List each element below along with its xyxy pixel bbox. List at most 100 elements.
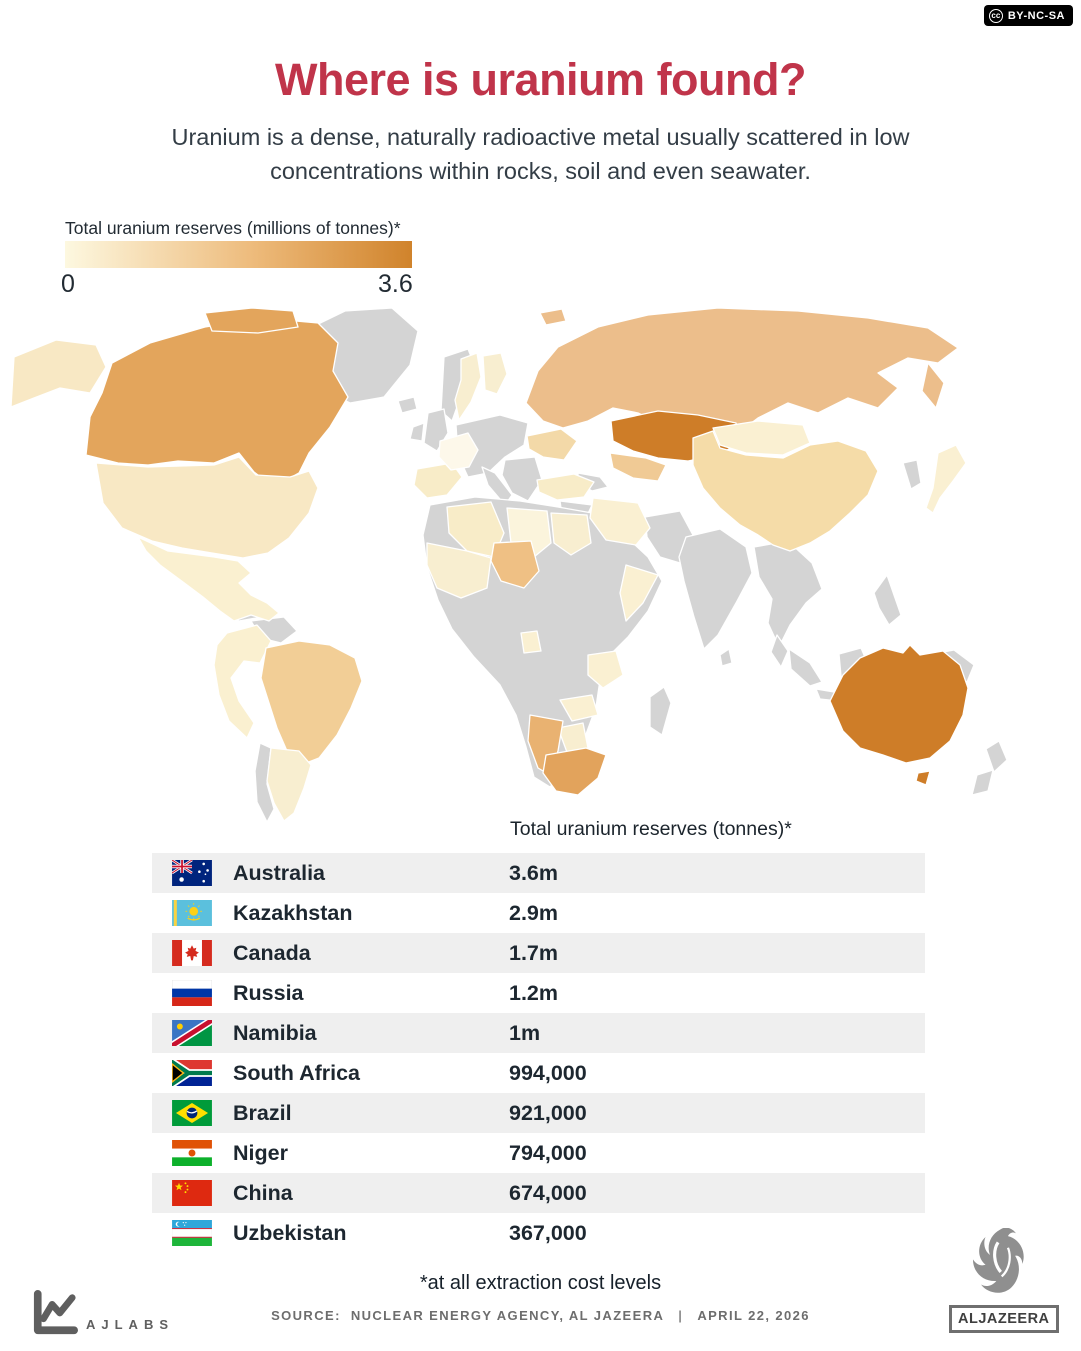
map-region-new-zealand-south: [971, 769, 994, 796]
source-date: APRIL 22, 2026: [697, 1308, 810, 1323]
map-country-tanzania: [587, 650, 624, 689]
map-country-canada-arctic: [204, 307, 299, 334]
map-country-argentina: [266, 747, 312, 822]
cc-license-badge: cc BY-NC-SA: [983, 5, 1073, 26]
reserves-value: 1m: [509, 1020, 541, 1045]
canada-flag-icon: [172, 940, 212, 966]
table-row-kazakhstan: Kazakhstan 2.9m: [152, 893, 925, 933]
table-row-brazil: Brazil 921,000: [152, 1093, 925, 1133]
country-label: Russia: [233, 980, 304, 1005]
map-country-svalbard: [539, 308, 567, 326]
map-region-sri-lanka: [719, 648, 733, 667]
map-region-philippines: [873, 574, 902, 626]
page-title: Where is uranium found?: [274, 54, 807, 105]
map-country-mexico: [137, 536, 280, 622]
country-label: Canada: [233, 940, 311, 965]
ajlabs-chart-icon: [33, 1290, 78, 1335]
table-row-uzbekistan: Uzbekistan 367,000: [152, 1213, 925, 1253]
map-country-uzbekistan: [609, 452, 667, 482]
map-country-ukraine: [526, 428, 578, 461]
map-country-russia-kamchatka: [921, 362, 945, 409]
map-country-sweden: [454, 352, 482, 421]
map-region-balkans: [501, 456, 543, 502]
reserves-value: 3.6m: [509, 860, 559, 885]
brazil-flag-icon: [172, 1100, 212, 1126]
source-line: SOURCE: NUCLEAR ENERGY AGENCY, AL JAZEERA…: [0, 1308, 1081, 1323]
source-value: NUCLEAR ENERGY AGENCY, AL JAZEERA: [350, 1308, 665, 1323]
map-region-madagascar: [649, 686, 672, 736]
map-region-korea: [902, 459, 922, 490]
legend-label: Total uranium reserves (millions of tonn…: [65, 218, 401, 238]
table-row-niger: Niger 794,000: [152, 1133, 925, 1173]
map-region-iceland: [397, 396, 418, 414]
map-country-andes: [213, 624, 272, 739]
country-label: South Africa: [233, 1060, 361, 1085]
map-region-se-asia: [753, 540, 823, 648]
reserves-value: 794,000: [509, 1140, 587, 1165]
table-header: Total uranium reserves (tonnes)*: [510, 818, 792, 840]
map-country-iran: [589, 497, 651, 546]
map-country-brazil: [260, 640, 363, 766]
map-country-japan: [925, 444, 967, 514]
table-row-china: China 674,000: [152, 1173, 925, 1213]
map-country-gabon: [520, 630, 542, 654]
country-label: Uzbekistan: [233, 1220, 347, 1245]
map-country-egypt: [550, 512, 592, 556]
aljazeera-logo: ALJAZEERA: [949, 1227, 1059, 1333]
legend-max-value: 3.6: [378, 270, 413, 298]
map-region-new-zealand-north: [985, 740, 1008, 773]
map-country-france: [438, 432, 479, 471]
table-row-south-africa: South Africa 994,000: [152, 1053, 925, 1093]
map-country-somalia: [619, 564, 659, 622]
map-country-turkey: [536, 473, 595, 501]
ajlabs-label: AJLABS: [86, 1317, 175, 1332]
aljazeera-wordmark: ALJAZEERA: [949, 1305, 1059, 1333]
australia-flag-icon: [172, 860, 212, 886]
map-country-zambia: [559, 694, 599, 722]
map-country-botswana: [557, 722, 589, 756]
niger-flag-icon: [172, 1140, 212, 1166]
reserves-table: Australia 3.6m Kazakhstan 2.9m Canada 1.…: [152, 853, 925, 1253]
map-country-niger: [490, 540, 540, 589]
country-label: Namibia: [233, 1020, 317, 1045]
south-africa-flag-icon: [172, 1060, 212, 1086]
namibia-flag-icon: [172, 1020, 212, 1046]
cc-icon: cc: [988, 8, 1003, 23]
reserves-value: 1.7m: [509, 940, 559, 965]
license-label: BY-NC-SA: [1007, 9, 1065, 22]
map-country-china: [692, 430, 879, 552]
table-row-namibia: Namibia 1m: [152, 1013, 925, 1053]
map-country-usa: [95, 456, 319, 559]
reserves-value: 674,000: [509, 1180, 587, 1205]
map-region-ireland: [409, 422, 425, 442]
legend-gradient: [65, 241, 412, 268]
map-country-tasmania: [915, 770, 931, 786]
map-country-alaska: [10, 339, 107, 408]
reserves-value: 2.9m: [509, 900, 559, 925]
reserves-value: 994,000: [509, 1060, 587, 1085]
legend-min-value: 0: [61, 270, 75, 298]
map-country-mali-mauritania: [426, 542, 492, 599]
country-label: Kazakhstan: [233, 900, 353, 925]
reserves-value: 921,000: [509, 1100, 587, 1125]
map-country-finland: [482, 352, 508, 395]
map-country-canada: [85, 317, 349, 488]
map-country-south-africa: [542, 747, 607, 796]
map-region-india: [678, 528, 753, 650]
subtitle: Uranium is a dense, naturally radioactiv…: [0, 120, 1081, 188]
country-label: Niger: [233, 1140, 288, 1165]
uzbekistan-flag-icon: [172, 1220, 212, 1246]
reserves-value: 367,000: [509, 1220, 587, 1245]
ajlabs-logo: AJLABS: [30, 1290, 174, 1336]
map-country-mongolia: [712, 420, 811, 456]
country-label: Australia: [233, 860, 326, 885]
source-label: SOURCE:: [271, 1308, 341, 1323]
table-row-canada: Canada 1.7m: [152, 933, 925, 973]
subtitle-line-1: Uranium is a dense, naturally radioactiv…: [171, 124, 910, 150]
russia-flag-icon: [172, 980, 212, 1006]
subtitle-line-2: concentrations within rocks, soil and ev…: [270, 158, 811, 184]
table-row-australia: Australia 3.6m: [152, 853, 925, 893]
table-row-russia: Russia 1.2m: [152, 973, 925, 1013]
map-country-australia: [829, 644, 969, 764]
